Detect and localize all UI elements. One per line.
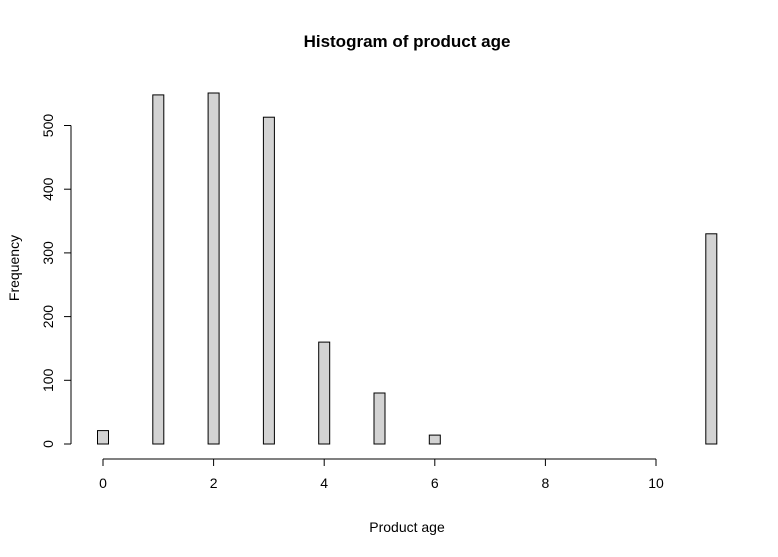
y-axis-label: Frequency [6,235,22,301]
y-tick-label: 400 [40,177,56,201]
x-tick-label: 10 [648,475,664,491]
bar-11 [705,233,718,445]
x-axis: 0 2 4 6 8 10 [99,458,664,491]
bar-6 [428,434,441,445]
bar-1 [152,94,165,445]
y-tick-label: 300 [40,241,56,265]
x-tick-label: 6 [431,475,439,491]
bar-0 [97,430,109,445]
x-tick-label: 2 [210,475,218,491]
y-tick-label: 500 [40,114,56,138]
bar-3 [262,116,275,445]
y-tick-label: 100 [40,368,56,392]
bar-4 [318,341,331,445]
y-tick-label: 0 [40,440,56,448]
bar-2 [207,92,220,445]
bar-5 [373,392,386,445]
x-tick-label: 8 [542,475,550,491]
y-axis: 0 100 200 300 400 500 [40,114,72,448]
x-axis-label: Product age [369,519,445,535]
bars-group [97,92,718,445]
y-tick-label: 200 [40,305,56,329]
x-tick-label: 4 [320,475,328,491]
x-tick-label: 0 [99,475,107,491]
chart-title: Histogram of product age [304,32,511,51]
